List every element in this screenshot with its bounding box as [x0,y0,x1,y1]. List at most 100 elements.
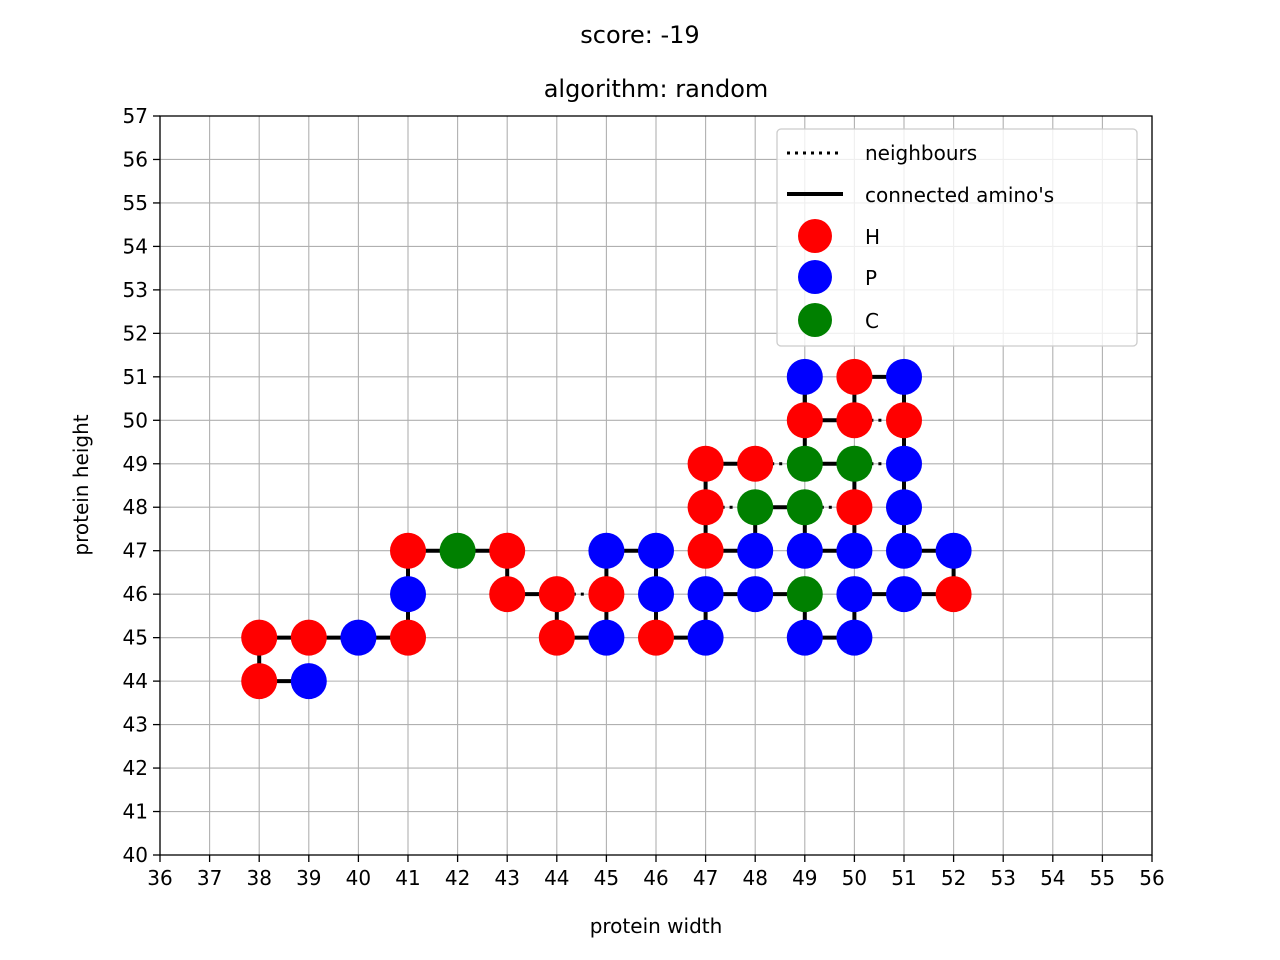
amino-point-p [886,576,922,613]
amino-point-h [390,532,426,569]
x-tick-label: 48 [742,866,767,890]
amino-point-p [588,619,625,656]
amino-point-h [737,445,774,482]
x-tick-label: 47 [693,866,718,890]
y-tick-label: 52 [123,321,148,345]
x-tick-label: 41 [395,866,420,890]
plot-frame [159,115,1153,856]
legend-label-neighbours: neighbours [865,141,977,165]
amino-point-p [836,576,873,613]
amino-point-p [935,532,972,569]
y-tick-label: 42 [123,756,148,780]
amino-point-h [538,576,575,613]
amino-point-c [786,576,823,613]
amino-point-c [737,489,774,526]
y-tick-label: 45 [123,626,148,650]
amino-point-p [340,619,377,656]
amino-point-h [538,619,575,656]
amino-point-p [836,532,873,569]
x-tick-label: 36 [147,866,172,890]
amino-point-h [836,489,873,526]
y-tick-label: 46 [123,582,148,606]
amino-point-h [687,532,724,569]
amino-point-p [836,619,873,656]
y-tick-label: 57 [123,104,148,128]
amino-point-h [241,619,278,656]
x-tick-label: 43 [494,866,519,890]
y-tick-label: 48 [123,495,148,519]
legend-p-marker [798,260,832,294]
x-tick-label: 40 [346,866,371,890]
y-tick-label: 49 [123,452,148,476]
amino-point-h [687,489,724,526]
amino-points [241,358,972,700]
x-tick-label: 56 [1139,866,1164,890]
x-tick-label: 38 [246,866,271,890]
legend-label-connected: connected amino's [865,183,1054,207]
x-tick-label: 51 [891,866,916,890]
amino-point-p [786,532,823,569]
x-tick-label: 53 [990,866,1015,890]
amino-point-p [687,619,724,656]
amino-point-c [786,445,823,482]
x-tick-label: 37 [197,866,222,890]
amino-point-h [390,619,426,656]
amino-point-p [886,489,922,526]
amino-point-p [886,532,922,569]
amino-point-h [935,576,972,613]
chart-suptitle: score: -19 [580,21,699,49]
x-tick-label: 55 [1090,866,1115,890]
amino-point-p [687,576,724,613]
x-tick-label: 46 [643,866,668,890]
x-tick-label: 54 [1040,866,1065,890]
amino-point-p [290,663,327,700]
y-tick-label: 53 [123,278,148,302]
y-tick-label: 47 [123,539,148,563]
legend-label-h: H [865,225,880,249]
amino-point-h [489,576,526,613]
x-tick-label: 44 [544,866,569,890]
amino-point-c [786,489,823,526]
legend-h-marker [798,219,832,253]
legend-box [776,128,1138,347]
amino-point-c [439,532,476,569]
legend-c-marker [798,303,832,337]
amino-point-p [638,532,674,569]
amino-point-p [390,576,426,613]
y-axis-label: protein height [69,414,93,555]
amino-point-p [638,576,674,613]
legend: neighbours connected amino's H P C [776,128,1138,347]
amino-point-h [241,663,278,700]
y-tick-label: 56 [123,147,148,171]
chart-title: algorithm: random [544,75,769,103]
legend-label-c: C [865,309,879,333]
x-tick-label: 39 [296,866,321,890]
y-tick-label: 40 [123,843,148,867]
x-tick-label: 42 [445,866,470,890]
amino-point-h [290,619,327,656]
y-tick-label: 41 [123,800,148,824]
amino-point-p [588,532,625,569]
amino-point-h [836,358,873,395]
x-tick-label: 50 [842,866,867,890]
amino-point-h [489,532,526,569]
y-tick-label: 55 [123,191,148,215]
legend-label-p: P [865,266,877,290]
x-tick-label: 52 [941,866,966,890]
x-tick-label: 45 [594,866,619,890]
amino-point-p [737,576,774,613]
amino-point-h [588,576,625,613]
y-tick-label: 54 [123,234,148,258]
amino-point-h [836,402,873,439]
amino-point-p [886,445,922,482]
amino-point-h [786,402,823,439]
y-tick-label: 50 [123,408,148,432]
y-tick-label: 43 [123,713,148,737]
amino-point-h [638,619,674,656]
amino-point-p [737,532,774,569]
amino-point-p [886,358,922,395]
x-axis-label: protein width [590,914,723,938]
y-tick-label: 51 [123,365,148,389]
amino-point-p [786,358,823,395]
